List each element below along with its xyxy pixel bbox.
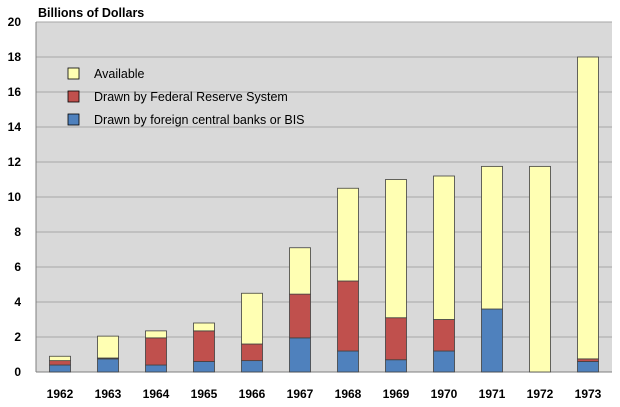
legend-label: Drawn by Federal Reserve System	[94, 90, 288, 104]
bar-segment	[481, 165, 503, 310]
bar-segment	[289, 337, 311, 373]
bar-segment	[385, 317, 407, 361]
y-axis-ticks: 0 2 4 6 8 10 12 14 16 18 20	[8, 15, 22, 379]
x-axis-ticks: 1962 1963 1964 1965 1966 1967 1968 1969 1970 1971…	[47, 387, 602, 401]
bar-segment	[193, 322, 215, 332]
bar-segment	[337, 187, 359, 282]
bar-segment	[49, 360, 71, 366]
bar-segment	[577, 56, 599, 360]
bar-segment	[577, 361, 599, 373]
bar-segment	[241, 343, 263, 362]
bar-segment	[145, 364, 167, 373]
x-tick-label: 1973	[575, 387, 602, 401]
legend-swatch	[67, 113, 80, 126]
bar-segment	[337, 280, 359, 352]
x-tick-label: 1967	[287, 387, 314, 401]
bars	[49, 56, 599, 373]
bar-segment	[385, 179, 407, 319]
y-tick-label: 0	[14, 365, 21, 379]
y-tick-label: 4	[14, 295, 21, 309]
bar-segment	[97, 358, 119, 373]
y-tick-label: 6	[14, 260, 21, 274]
y-tick-label: 2	[14, 330, 21, 344]
legend-label: Drawn by foreign central banks or BIS	[94, 113, 305, 127]
x-tick-label: 1970	[431, 387, 458, 401]
bar-segment	[241, 292, 263, 345]
legend: Available Drawn by Federal Reserve System…	[67, 67, 305, 127]
x-tick-label: 1972	[527, 387, 554, 401]
y-tick-label: 16	[8, 85, 22, 99]
gridlines	[35, 21, 612, 373]
bar-segment	[97, 335, 119, 359]
bar-segment	[433, 175, 455, 320]
bar-segment	[193, 330, 215, 362]
bar-segment	[481, 308, 503, 373]
x-tick-label: 1966	[239, 387, 266, 401]
bar-segment	[433, 319, 455, 352]
unit-label: Billions of Dollars	[38, 6, 144, 20]
y-tick-label: 18	[8, 50, 22, 64]
x-tick-label: 1968	[335, 387, 362, 401]
x-tick-label: 1963	[95, 387, 122, 401]
bar-segment	[49, 355, 71, 362]
bar-segment	[193, 361, 215, 373]
x-tick-label: 1971	[479, 387, 506, 401]
y-tick-label: 8	[14, 225, 21, 239]
legend-swatch	[67, 67, 80, 80]
y-tick-label: 12	[8, 155, 22, 169]
bar-segment	[289, 247, 311, 295]
x-tick-label: 1962	[47, 387, 74, 401]
legend-label: Available	[94, 67, 145, 81]
bar-segment	[337, 350, 359, 373]
bar-segment	[241, 360, 263, 373]
y-tick-label: 10	[8, 190, 22, 204]
bar-segment	[145, 330, 167, 339]
bar-segment	[49, 364, 71, 373]
legend-swatch	[67, 90, 80, 103]
bar-segment	[385, 359, 407, 373]
x-tick-label: 1965	[191, 387, 218, 401]
bar-segment	[433, 350, 455, 373]
x-tick-label: 1969	[383, 387, 410, 401]
bar-segment	[145, 337, 167, 366]
x-tick-label: 1964	[143, 387, 170, 401]
y-tick-label: 14	[8, 120, 22, 134]
bar-segment	[529, 165, 551, 373]
bar-segment	[289, 293, 311, 339]
y-tick-label: 20	[8, 15, 22, 29]
